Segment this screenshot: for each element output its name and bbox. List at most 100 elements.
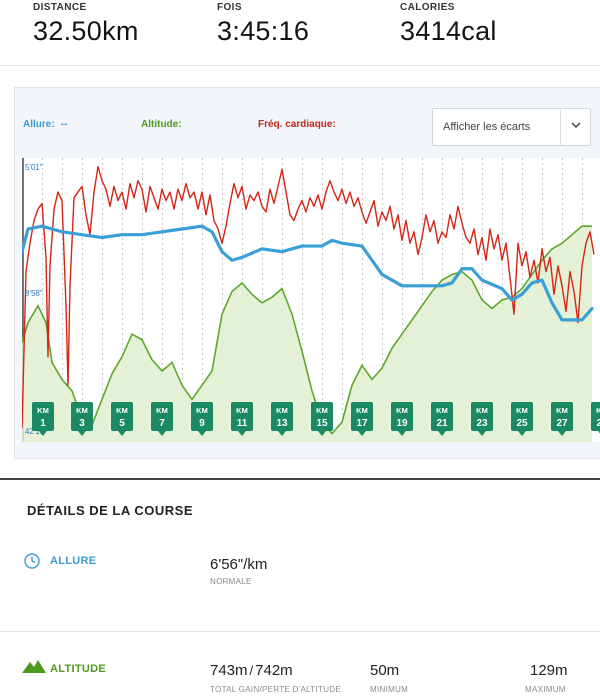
altitude-max-value: 129m bbox=[530, 662, 568, 679]
km-marker-pointer bbox=[358, 431, 366, 436]
legend-allure[interactable]: Allure: -- bbox=[23, 119, 67, 130]
allure-value: 6'56"/km bbox=[210, 556, 268, 573]
stopwatch-icon bbox=[24, 553, 40, 569]
legend-heart-rate[interactable]: Fréq. cardiaque: bbox=[258, 119, 336, 130]
km-marker-pointer bbox=[518, 431, 526, 436]
allure-sub: NORMALE bbox=[210, 577, 252, 586]
heart-rate-series-line[interactable] bbox=[21, 165, 595, 428]
km-marker-pointer bbox=[39, 431, 47, 436]
km-marker-text: KM bbox=[76, 406, 88, 415]
legend-altitude[interactable]: Altitude: bbox=[141, 119, 182, 130]
chart-area[interactable]: 5'01" 8'58" 42'12" KM 1 KM 3 KM 5 KM 7 KM 9 KM 11 KM 13 K… bbox=[20, 158, 600, 442]
km-marker-number: 21 bbox=[436, 418, 448, 429]
km-marker-badge bbox=[551, 402, 573, 431]
activity-chart[interactable]: 5'01"8'58"42'12"KM1KM3KM5KM7KM9KM11KM13K… bbox=[20, 158, 600, 442]
altitude-label: ALTITUDE bbox=[50, 663, 106, 675]
calories-stat: CALORIES 3414cal bbox=[400, 2, 497, 47]
km-marker[interactable]: KM 11 bbox=[231, 402, 253, 436]
km-marker-number: 1 bbox=[40, 418, 46, 429]
y-tick-label: 42'12" bbox=[25, 427, 47, 436]
distance-value: 32.50km bbox=[33, 16, 139, 46]
km-marker-number: 15 bbox=[316, 418, 328, 429]
chevron-down-icon[interactable] bbox=[569, 118, 583, 132]
km-marker[interactable]: KM 21 bbox=[431, 402, 453, 436]
km-marker-pointer bbox=[438, 431, 446, 436]
stats-bar: DISTANCE 32.50km FOIS 3:45:16 CALORIES 3… bbox=[0, 0, 600, 62]
km-marker-number: 5 bbox=[119, 418, 125, 429]
km-marker[interactable]: KM 27 bbox=[551, 402, 573, 436]
km-marker-badge bbox=[311, 402, 333, 431]
distance-stat: DISTANCE 32.50km bbox=[33, 2, 139, 47]
km-marker[interactable]: KM 9 bbox=[191, 402, 213, 436]
km-marker[interactable]: KM 17 bbox=[351, 402, 373, 436]
distance-label: DISTANCE bbox=[33, 2, 87, 13]
km-marker-pointer bbox=[118, 431, 126, 436]
y-tick-label: 8'58" bbox=[25, 289, 43, 298]
km-marker-pointer bbox=[78, 431, 86, 436]
km-marker-text: KM bbox=[156, 406, 168, 415]
legend-heart-rate-label: Fréq. cardiaque: bbox=[258, 119, 336, 130]
km-marker-number: 17 bbox=[356, 418, 368, 429]
km-marker-badge bbox=[111, 402, 133, 431]
km-marker[interactable]: KM 19 bbox=[391, 402, 413, 436]
altitude-area bbox=[22, 226, 592, 442]
km-marker[interactable]: KM 25 bbox=[511, 402, 533, 436]
altitude-min-value: 50m bbox=[370, 662, 400, 679]
km-marker[interactable]: KM 15 bbox=[311, 402, 333, 436]
km-marker-text: KM bbox=[556, 406, 568, 415]
km-marker-badge bbox=[471, 402, 493, 431]
km-marker-number: 19 bbox=[396, 418, 408, 429]
allure-series-line[interactable] bbox=[20, 224, 594, 322]
allure-label: ALLURE bbox=[50, 555, 97, 567]
km-marker[interactable]: KM 1 bbox=[32, 402, 54, 436]
time-label: FOIS bbox=[217, 2, 242, 13]
altitude-gain: 743m bbox=[210, 662, 248, 679]
altitude-series-line[interactable] bbox=[21, 225, 592, 435]
km-marker[interactable]: KM 3 bbox=[71, 402, 93, 436]
km-marker-badge bbox=[191, 402, 213, 431]
mountain-icon bbox=[22, 660, 46, 673]
km-marker-number: 13 bbox=[276, 418, 288, 429]
km-marker[interactable]: KM 7 bbox=[151, 402, 173, 436]
km-marker-text: KM bbox=[196, 406, 208, 415]
km-marker-badge bbox=[271, 402, 293, 431]
km-marker-text: KM bbox=[316, 406, 328, 415]
km-marker-badge bbox=[151, 402, 173, 431]
km-marker-text: KM bbox=[236, 406, 248, 415]
km-marker-pointer bbox=[278, 431, 286, 436]
calories-value: 3414cal bbox=[400, 16, 497, 46]
km-marker-pointer bbox=[398, 431, 406, 436]
km-marker-number: 7 bbox=[159, 418, 165, 429]
km-marker[interactable]: KM 5 bbox=[111, 402, 133, 436]
km-marker-badge bbox=[351, 402, 373, 431]
altitude-gain-loss-sub: TOTAL GAIN/PERTE D'ALTITUDE bbox=[210, 685, 341, 694]
section-divider bbox=[0, 478, 600, 480]
km-marker-number: 29 bbox=[596, 418, 600, 429]
km-marker-pointer bbox=[238, 431, 246, 436]
km-marker-pointer bbox=[158, 431, 166, 436]
km-marker-badge bbox=[431, 402, 453, 431]
km-marker-text: KM bbox=[356, 406, 368, 415]
km-marker-text: KM bbox=[116, 406, 128, 415]
legend-altitude-label: Altitude: bbox=[141, 119, 182, 130]
time-value: 3:45:16 bbox=[217, 16, 310, 46]
km-marker[interactable]: KM 23 bbox=[471, 402, 493, 436]
km-marker[interactable]: KM 13 bbox=[271, 402, 293, 436]
km-marker-text: KM bbox=[516, 406, 528, 415]
km-marker-text: KM bbox=[476, 406, 488, 415]
deviation-dropdown[interactable]: Afficher les écarts bbox=[432, 108, 591, 146]
km-marker-badge bbox=[71, 402, 93, 431]
km-marker-text: KM bbox=[596, 406, 600, 415]
altitude-max-sub: MAXIMUM bbox=[525, 685, 566, 694]
km-marker-badge bbox=[32, 402, 54, 431]
km-marker[interactable]: KM 29 bbox=[591, 402, 600, 436]
legend-allure-value: -- bbox=[60, 119, 68, 130]
dropdown-separator bbox=[560, 109, 561, 145]
km-marker-number: 11 bbox=[237, 418, 248, 429]
altitude-min-sub: MINIMUM bbox=[370, 685, 409, 694]
y-tick-label: 5'01" bbox=[25, 163, 43, 172]
km-marker-number: 23 bbox=[476, 418, 488, 429]
time-stat: FOIS 3:45:16 bbox=[217, 2, 309, 47]
km-marker-badge bbox=[511, 402, 533, 431]
km-marker-number: 25 bbox=[516, 418, 528, 429]
